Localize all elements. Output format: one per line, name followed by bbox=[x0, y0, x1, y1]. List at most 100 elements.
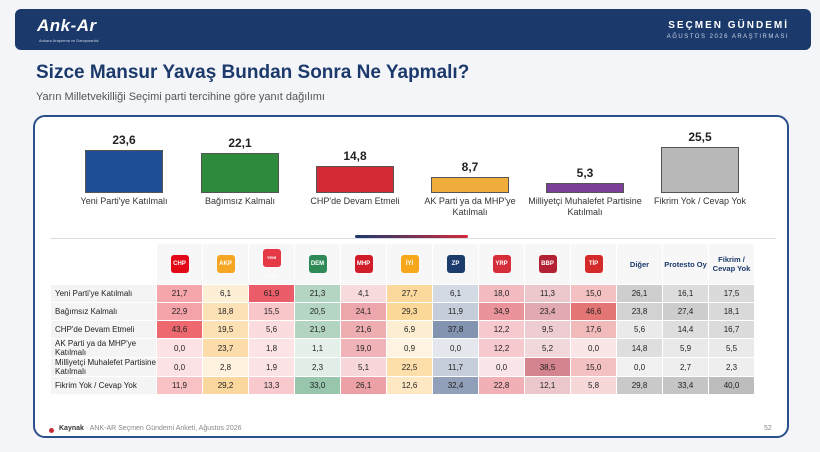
corner-cell bbox=[51, 244, 156, 284]
table-cell: 0,9 bbox=[387, 339, 432, 357]
table-cell: 23,8 bbox=[617, 303, 662, 320]
table-cell: 5,8 bbox=[571, 377, 616, 394]
table-cell: 1,1 bbox=[295, 339, 340, 357]
table-cell: 0,0 bbox=[571, 339, 616, 357]
table-top-rule bbox=[50, 238, 776, 239]
bar-value-label: 8,7 bbox=[461, 160, 479, 175]
source-text: · ANK-AR Seçmen Gündemi Anketi, Ağustos … bbox=[85, 425, 242, 432]
table-cell: 26,1 bbox=[341, 377, 386, 394]
table-cell: 5,6 bbox=[617, 321, 662, 338]
table-cell: 19,0 bbox=[341, 339, 386, 357]
table-cell: 2,7 bbox=[663, 358, 708, 376]
table-cell: 2,8 bbox=[203, 358, 248, 376]
table-cell: 5,6 bbox=[249, 321, 294, 338]
table-cell: 40,0 bbox=[709, 377, 754, 394]
column-header: TİP bbox=[571, 244, 616, 284]
bar-category-label: Fikrim Yok / Cevap Yok bbox=[653, 196, 747, 206]
table-cell: 5,1 bbox=[341, 358, 386, 376]
source-label: Kaynak bbox=[59, 425, 84, 432]
row-label: AK Parti ya da MHP'ye Katılmalı bbox=[51, 339, 156, 357]
ankar-logo: Ank-Ar bbox=[37, 16, 97, 35]
row-label: Bağımsız Kalmalı bbox=[51, 303, 156, 320]
table-cell: 15,0 bbox=[571, 358, 616, 376]
crosstab-header-row: CHP AKP YENİ PARTİ DEM MHP İYİ ZP YRP BBP TİP Diğe… bbox=[51, 244, 754, 284]
table-cell: 24,1 bbox=[341, 303, 386, 320]
table-cell: 22,5 bbox=[387, 358, 432, 376]
page-subtitle: Yarın Milletvekilliği Seçimi parti terci… bbox=[36, 91, 325, 103]
table-cell: 38,5 bbox=[525, 358, 570, 376]
table-cell: 11,9 bbox=[433, 303, 478, 320]
table-cell: 2,3 bbox=[709, 358, 754, 376]
table-cell: 1,9 bbox=[249, 358, 294, 376]
bar bbox=[546, 183, 624, 193]
table-cell: 6,1 bbox=[203, 285, 248, 302]
table-cell: 20,5 bbox=[295, 303, 340, 320]
divider-accent bbox=[355, 235, 468, 238]
table-cell: 33,4 bbox=[663, 377, 708, 394]
table-cell: 5,2 bbox=[525, 339, 570, 357]
table-cell: 0,0 bbox=[617, 358, 662, 376]
table-cell: 13,3 bbox=[249, 377, 294, 394]
row-label: Fikrim Yok / Cevap Yok bbox=[51, 377, 156, 394]
table-cell: 17,5 bbox=[709, 285, 754, 302]
table-cell: 23,4 bbox=[525, 303, 570, 320]
column-header: ZP bbox=[433, 244, 478, 284]
crosstab-table: CHP AKP YENİ PARTİ DEM MHP İYİ ZP YRP BBP TİP Diğe… bbox=[50, 243, 755, 395]
table-cell: 0,0 bbox=[479, 358, 524, 376]
table-cell: 0,0 bbox=[157, 358, 202, 376]
table-cell: 21,6 bbox=[341, 321, 386, 338]
table-cell: 9,5 bbox=[525, 321, 570, 338]
column-header: İYİ bbox=[387, 244, 432, 284]
table-cell: 12,2 bbox=[479, 339, 524, 357]
table-cell: 26,1 bbox=[617, 285, 662, 302]
column-header: Diğer bbox=[617, 244, 662, 284]
table-row: AK Parti ya da MHP'ye Katılmalı 0,0 23,7 1,… bbox=[51, 339, 754, 357]
table-cell: 14,4 bbox=[663, 321, 708, 338]
row-label: Yeni Parti'ye Katılmalı bbox=[51, 285, 156, 302]
bar-chart: 23,6 Yeni Parti'ye Katılmalı 22,1 Bağımsız … bbox=[0, 0, 820, 225]
header-banner: Ank-Ar Ankara Araştırma ve Danışmanlık S… bbox=[15, 9, 811, 50]
bar bbox=[85, 150, 163, 193]
party-logo-icon: TİP bbox=[584, 255, 603, 273]
table-cell: 27,4 bbox=[663, 303, 708, 320]
bar bbox=[661, 147, 739, 193]
bar-category-label: Yeni Parti'ye Katılmalı bbox=[80, 196, 168, 206]
bar-value-label: 14,8 bbox=[343, 149, 367, 164]
bar-value-label: 25,5 bbox=[688, 130, 712, 144]
table-cell: 18,8 bbox=[203, 303, 248, 320]
table-cell: 1,8 bbox=[249, 339, 294, 357]
column-header: CHP bbox=[157, 244, 202, 284]
table-row: Fikrim Yok / Cevap Yok 11,9 29,2 13,3 33,0 26… bbox=[51, 377, 754, 394]
source-dot-icon bbox=[49, 428, 54, 433]
table-cell: 21,3 bbox=[295, 285, 340, 302]
crosstab-body: Yeni Parti'ye Katılmalı 21,7 6,1 61,9 21,3 4,… bbox=[51, 285, 754, 394]
table-cell: 33,0 bbox=[295, 377, 340, 394]
table-cell: 4,1 bbox=[341, 285, 386, 302]
table-cell: 29,3 bbox=[387, 303, 432, 320]
table-cell: 0,0 bbox=[433, 339, 478, 357]
table-cell: 15,5 bbox=[249, 303, 294, 320]
table-cell: 21,9 bbox=[295, 321, 340, 338]
row-label: CHP'de Devam Etmeli bbox=[51, 321, 156, 338]
column-header: AKP bbox=[203, 244, 248, 284]
table-cell: 12,6 bbox=[387, 377, 432, 394]
party-logo-icon: DEM bbox=[308, 255, 327, 273]
bar-value-label: 5,3 bbox=[576, 166, 594, 181]
column-header: Protesto Oy bbox=[663, 244, 708, 284]
table-cell: 18,1 bbox=[709, 303, 754, 320]
column-header: Fikrim / Cevap Yok bbox=[709, 244, 754, 284]
table-cell: 32,4 bbox=[433, 377, 478, 394]
column-header: YRP bbox=[479, 244, 524, 284]
table-cell: 6,9 bbox=[387, 321, 432, 338]
party-logo-icon: ZP bbox=[446, 255, 465, 273]
table-cell: 16,1 bbox=[663, 285, 708, 302]
table-cell: 19,5 bbox=[203, 321, 248, 338]
page-title: Sizce Mansur Yavaş Bundan Sonra Ne Yapma… bbox=[36, 62, 470, 83]
table-cell: 61,9 bbox=[249, 285, 294, 302]
table-row: Bağımsız Kalmalı 22,9 18,8 15,5 20,5 24,1 29,3… bbox=[51, 303, 754, 320]
table-cell: 11,3 bbox=[525, 285, 570, 302]
logo-subtitle: Ankara Araştırma ve Danışmanlık bbox=[39, 38, 99, 43]
table-cell: 16,7 bbox=[709, 321, 754, 338]
table-cell: 46,6 bbox=[571, 303, 616, 320]
table-cell: 5,5 bbox=[709, 339, 754, 357]
